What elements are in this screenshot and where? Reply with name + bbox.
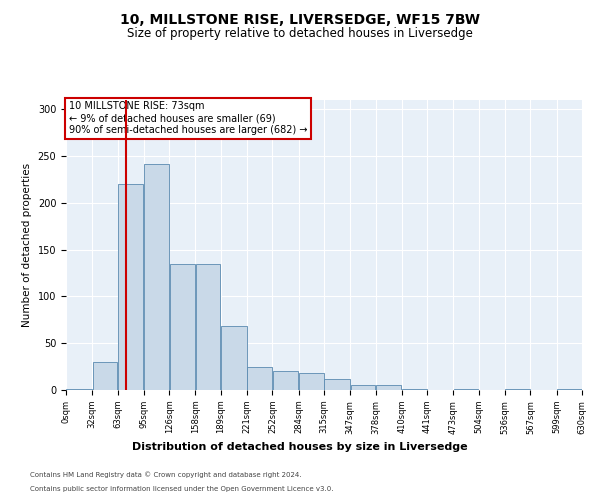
Bar [299,373,323,390]
Text: Contains public sector information licensed under the Open Government Licence v3: Contains public sector information licen… [30,486,334,492]
Bar [170,264,195,390]
Bar [505,389,530,390]
Bar [273,372,298,390]
Text: 10 MILLSTONE RISE: 73sqm
← 9% of detached houses are smaller (69)
90% of semi-de: 10 MILLSTONE RISE: 73sqm ← 9% of detache… [68,102,307,134]
Bar [376,386,401,390]
Text: 10, MILLSTONE RISE, LIVERSEDGE, WF15 7BW: 10, MILLSTONE RISE, LIVERSEDGE, WF15 7BW [120,12,480,26]
Bar [144,164,169,390]
Bar [247,366,272,390]
Bar [67,389,92,390]
Bar [557,389,581,390]
Text: Contains HM Land Registry data © Crown copyright and database right 2024.: Contains HM Land Registry data © Crown c… [30,471,302,478]
Bar [118,184,143,390]
Text: Distribution of detached houses by size in Liversedge: Distribution of detached houses by size … [132,442,468,452]
Bar [402,389,427,390]
Bar [196,264,220,390]
Bar [221,326,247,390]
Bar [350,386,375,390]
Bar [92,362,117,390]
Text: Size of property relative to detached houses in Liversedge: Size of property relative to detached ho… [127,28,473,40]
Bar [325,379,350,390]
Y-axis label: Number of detached properties: Number of detached properties [22,163,32,327]
Bar [454,389,478,390]
